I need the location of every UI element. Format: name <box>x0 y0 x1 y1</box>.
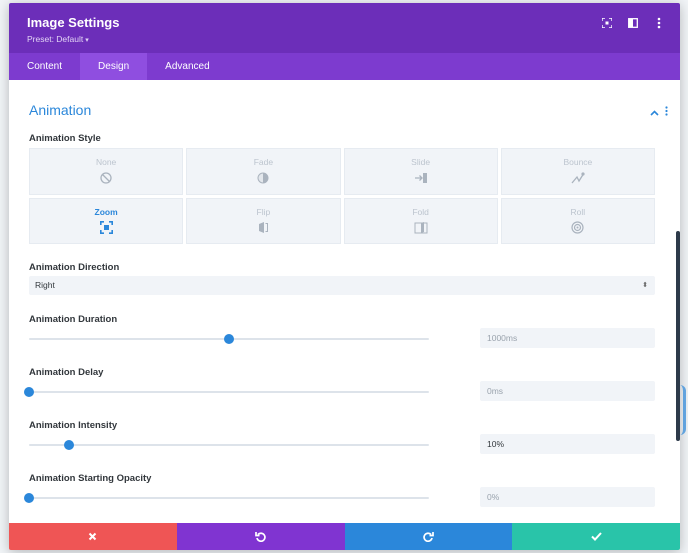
preset-selector[interactable]: Preset: Default ▾ <box>27 34 89 44</box>
undo-button[interactable] <box>176 523 345 550</box>
animation-direction-value: Right <box>35 280 55 290</box>
settings-body: Animation Animation Style None Fade <box>9 80 680 523</box>
style-label: Flip <box>256 206 271 217</box>
tab-advanced[interactable]: Advanced <box>165 61 210 72</box>
animation-style-bounce[interactable]: Bounce <box>500 148 655 195</box>
animation-style-slide[interactable]: Slide <box>343 148 498 195</box>
animation-delay-label: Animation Delay <box>29 367 104 378</box>
animation-style-roll[interactable]: Roll <box>500 197 655 244</box>
animation-intensity-label: Animation Intensity <box>29 420 118 431</box>
fade-icon <box>256 171 270 185</box>
more-options-icon[interactable] <box>652 16 666 30</box>
flip-icon <box>256 221 270 235</box>
check-icon <box>590 532 602 541</box>
header-tools <box>600 16 666 30</box>
style-label: Slide <box>411 157 431 167</box>
preset-label: Preset: Default <box>27 34 84 44</box>
close-icon <box>89 532 97 541</box>
animation-intensity-input[interactable]: 10% <box>480 434 655 454</box>
style-label: Bounce <box>563 157 593 167</box>
slider-handle[interactable] <box>224 334 234 344</box>
slider-handle[interactable] <box>24 493 34 503</box>
animation-style-fade[interactable]: Fade <box>186 148 341 195</box>
animation-style-none[interactable]: None <box>29 148 184 195</box>
animation-style-grid: None Fade Slide Bounce <box>29 148 655 244</box>
slide-icon <box>414 171 428 185</box>
tab-design[interactable]: Design <box>80 53 148 80</box>
none-icon <box>99 171 113 185</box>
action-bar <box>9 523 680 550</box>
animation-style-label: Animation Style <box>29 133 101 144</box>
modal-header: Image Settings Preset: Default ▾ <box>9 3 680 53</box>
modal-title: Image Settings <box>27 15 120 30</box>
save-button[interactable] <box>512 523 680 550</box>
animation-opacity-input[interactable]: 0% <box>480 487 655 507</box>
style-label: None <box>95 157 117 167</box>
animation-direction-select[interactable]: Right ⬍ <box>29 276 655 295</box>
animation-intensity-slider[interactable] <box>29 440 429 450</box>
section-options-icon[interactable] <box>665 103 668 121</box>
slider-handle[interactable] <box>24 387 34 397</box>
redo-icon <box>423 532 434 542</box>
slider-handle[interactable] <box>64 440 74 450</box>
animation-duration-slider[interactable] <box>29 334 429 344</box>
animation-direction-label: Animation Direction <box>29 262 120 273</box>
tab-bar: Content Design Advanced <box>9 53 680 80</box>
style-label: Roll <box>570 206 586 217</box>
background-page-edge <box>680 385 686 435</box>
style-label: Fade <box>253 157 274 167</box>
bounce-icon <box>571 171 585 185</box>
animation-style-flip[interactable]: Flip <box>186 197 341 244</box>
style-label: Fold <box>412 206 429 217</box>
fold-icon <box>414 221 428 235</box>
settings-modal: Image Settings Preset: Default ▾ Content … <box>9 3 680 550</box>
animation-delay-input[interactable]: 0ms <box>480 381 655 401</box>
zoom-icon <box>99 221 113 235</box>
animation-duration-input[interactable]: 1000ms <box>480 328 655 348</box>
style-label: Zoom <box>94 206 118 217</box>
section-title[interactable]: Animation <box>29 102 92 118</box>
sidebar-toggle-icon[interactable] <box>626 16 640 30</box>
undo-icon <box>255 532 266 542</box>
cancel-button[interactable] <box>9 523 177 550</box>
fullscreen-icon[interactable] <box>600 16 614 30</box>
animation-style-fold[interactable]: Fold <box>343 197 498 244</box>
collapse-chevron-icon[interactable] <box>650 103 659 121</box>
animation-duration-label: Animation Duration <box>29 314 118 325</box>
animation-opacity-label: Animation Starting Opacity <box>29 473 152 484</box>
roll-icon <box>571 221 585 235</box>
animation-opacity-slider[interactable] <box>24 493 429 503</box>
select-arrow-icon: ⬍ <box>642 282 648 289</box>
tab-content[interactable]: Content <box>27 61 63 72</box>
preset-caret-icon: ▾ <box>85 37 89 44</box>
section-tools <box>650 103 668 121</box>
animation-delay-slider[interactable] <box>24 387 429 397</box>
animation-style-zoom[interactable]: Zoom <box>29 197 184 244</box>
redo-button[interactable] <box>344 523 513 550</box>
scrollbar-thumb[interactable] <box>676 231 680 441</box>
